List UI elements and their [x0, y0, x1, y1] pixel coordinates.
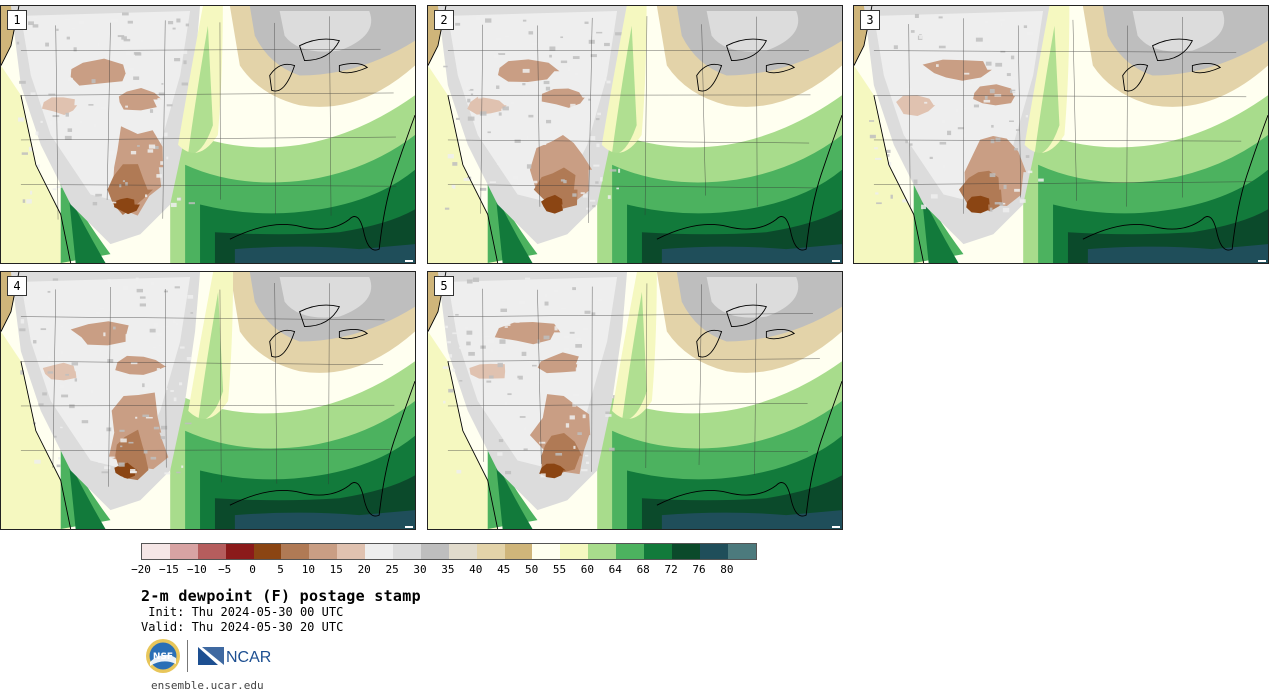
colorbar-tick-label: 64 [608, 563, 622, 576]
member-number: 3 [860, 10, 880, 30]
colorbar-swatch [337, 544, 366, 559]
colorbar-tick-label: 20 [357, 563, 371, 576]
ncar-logo-text: NCAR [226, 649, 271, 666]
nsf-logo-icon: NSF [146, 639, 180, 673]
colorbar-tick-label: 60 [580, 563, 595, 576]
colorbar-tick-label: 45 [497, 563, 511, 576]
colorbar-swatch [197, 544, 226, 559]
nsf-logo-text: NSF [153, 652, 173, 662]
plot-title: 2-m dewpoint (F) postage stamp [141, 587, 421, 605]
colorbar-tick-label: 50 [524, 563, 539, 576]
colorbar-swatch [699, 544, 728, 559]
init-time: Init: Thu 2024-05-30 00 UTC [141, 605, 344, 619]
stamp-panel-3[interactable]: 3 [853, 5, 1269, 264]
corner-mark [832, 526, 840, 528]
colorbar-tick-label: 35 [441, 563, 455, 576]
colorbar-swatch [309, 544, 338, 559]
corner-mark [405, 260, 413, 262]
colorbar-swatch [169, 544, 198, 559]
dewpoint-map [1, 272, 415, 529]
member-number: 5 [434, 276, 454, 296]
stamp-panel-2[interactable]: 2 [427, 5, 843, 264]
colorbar-tick-label: −20 [131, 563, 151, 576]
logo-divider [187, 640, 188, 672]
colorbar-swatch [225, 544, 254, 559]
colorbar-tick-label: 30 [413, 563, 427, 576]
site-url: ensemble.ucar.edu [151, 679, 264, 692]
colorbar-swatch [281, 544, 310, 559]
member-number: 4 [7, 276, 27, 296]
colorbar-tick-label: 25 [385, 563, 399, 576]
colorbar [141, 543, 757, 560]
colorbar-swatch [616, 544, 645, 559]
colorbar-swatch [448, 544, 477, 559]
colorbar-swatch [560, 544, 589, 559]
colorbar-tick-label: −5 [218, 563, 232, 576]
colorbar-swatch [365, 544, 394, 559]
colorbar-swatch [393, 544, 421, 559]
colorbar-swatch [727, 544, 756, 559]
colorbar-tick-label: 76 [692, 563, 706, 576]
colorbar-labels: −20 −15 −10 −5 0 5 10 15 20 25 30 35 40 45 50 55 60 64 68 7… [131, 563, 755, 577]
stamp-panel-5[interactable]: 5 [427, 271, 843, 530]
colorbar-swatch [476, 544, 505, 559]
dewpoint-map [428, 6, 842, 263]
colorbar-tick-label: 55 [552, 563, 567, 576]
colorbar-tick-label: 40 [469, 563, 483, 576]
colorbar-swatch [588, 544, 617, 559]
colorbar-swatch [644, 544, 672, 559]
valid-time: Valid: Thu 2024-05-30 20 UTC [141, 620, 344, 634]
member-number: 2 [434, 10, 454, 30]
colorbar-tick-label: 0 [249, 563, 256, 576]
colorbar-tick-label: 68 [636, 563, 650, 576]
colorbar-swatch [420, 544, 449, 559]
colorbar-swatch [671, 544, 700, 559]
colorbar-swatch [253, 544, 282, 559]
member-number: 1 [7, 10, 27, 30]
colorbar-swatch [142, 544, 170, 559]
dewpoint-map [428, 272, 842, 529]
corner-mark [1258, 260, 1266, 262]
colorbar-tick-label: −15 [158, 563, 179, 576]
colorbar-tick-label: 5 [277, 563, 284, 576]
colorbar-tick-label: 15 [329, 563, 343, 576]
ncar-logo-icon: NCAR [198, 647, 271, 666]
colorbar-tick-label: −10 [186, 563, 207, 576]
corner-mark [405, 526, 413, 528]
colorbar-swatch [532, 544, 561, 559]
corner-mark [832, 260, 840, 262]
stamp-panel-4[interactable]: 4 [0, 271, 416, 530]
colorbar-tick-label: 10 [301, 563, 316, 576]
colorbar-swatch [504, 544, 533, 559]
colorbar-tick-label: 80 [720, 563, 734, 576]
stamp-panel-1[interactable]: 1 [0, 5, 416, 264]
dewpoint-map [1, 6, 415, 263]
dewpoint-map [854, 6, 1268, 263]
colorbar-tick-label: 72 [664, 563, 678, 576]
